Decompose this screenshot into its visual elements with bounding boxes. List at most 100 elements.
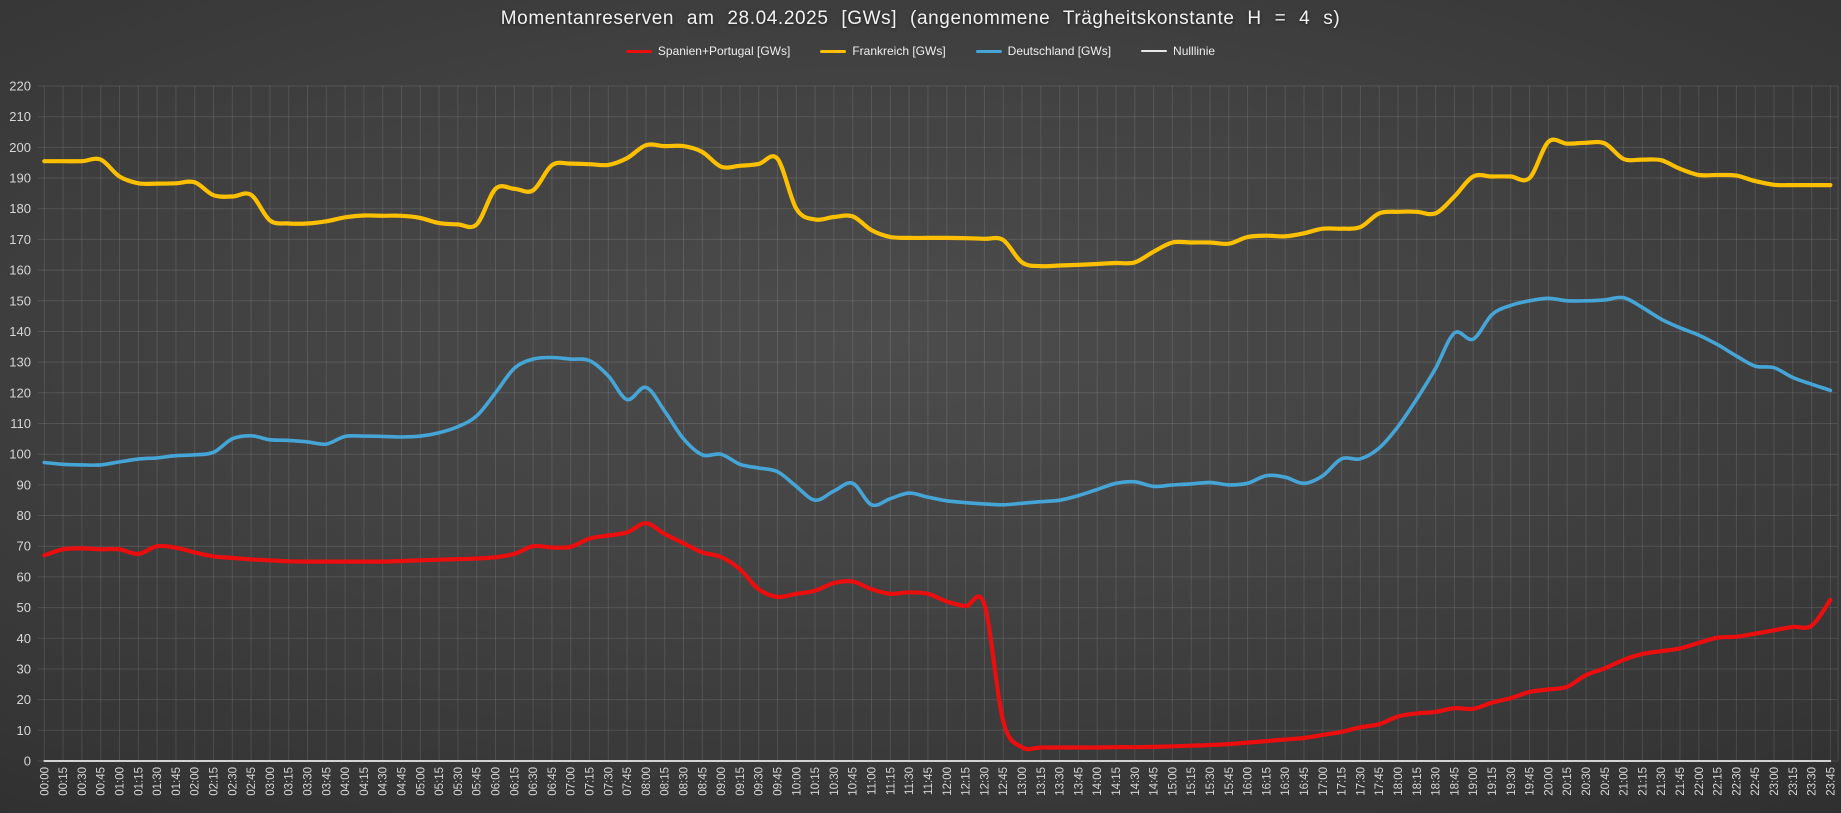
svg-text:12:15: 12:15 [961, 767, 973, 796]
legend-line-swatch-icon [625, 49, 652, 53]
svg-text:02:15: 02:15 [209, 767, 221, 796]
svg-text:11:00: 11:00 [867, 767, 879, 795]
svg-text:06:45: 06:45 [547, 767, 559, 796]
svg-text:12:45: 12:45 [998, 767, 1010, 796]
svg-text:18:15: 18:15 [1412, 767, 1424, 796]
svg-text:14:30: 14:30 [1130, 767, 1142, 796]
svg-text:18:00: 18:00 [1393, 767, 1405, 796]
svg-text:00:30: 00:30 [77, 767, 89, 796]
svg-text:40: 40 [17, 631, 31, 646]
svg-text:70: 70 [17, 539, 31, 554]
svg-text:01:00: 01:00 [115, 767, 127, 796]
svg-text:13:45: 13:45 [1073, 767, 1085, 796]
svg-text:20:30: 20:30 [1581, 767, 1593, 796]
svg-text:09:30: 09:30 [754, 767, 766, 796]
svg-text:170: 170 [9, 232, 31, 247]
svg-text:14:15: 14:15 [1111, 767, 1123, 796]
svg-text:02:00: 02:00 [190, 767, 202, 796]
svg-text:130: 130 [9, 355, 31, 370]
legend-item-nulllinie: Nulllinie [1141, 44, 1215, 58]
legend-line-swatch-icon [820, 49, 847, 53]
svg-text:110: 110 [10, 416, 31, 431]
legend-line-swatch-icon [1141, 50, 1168, 52]
svg-text:01:45: 01:45 [171, 767, 183, 796]
legend-item-spanien-portugal-gws: Spanien+Portugal [GWs] [625, 44, 791, 58]
svg-text:04:45: 04:45 [397, 767, 409, 796]
legend-line-swatch-icon [975, 49, 1002, 53]
svg-text:17:15: 17:15 [1337, 767, 1349, 796]
svg-text:09:45: 09:45 [773, 767, 785, 796]
svg-text:04:00: 04:00 [340, 767, 352, 796]
svg-text:16:00: 16:00 [1243, 767, 1255, 796]
svg-text:10:45: 10:45 [848, 767, 860, 796]
svg-text:04:30: 04:30 [378, 767, 390, 796]
series-line-spanien-portugal-gws [42, 521, 1833, 752]
svg-text:00:15: 00:15 [58, 767, 70, 796]
svg-text:02:30: 02:30 [227, 767, 239, 796]
svg-text:05:30: 05:30 [453, 767, 465, 796]
svg-text:23:15: 23:15 [1788, 767, 1800, 796]
svg-text:00:00: 00:00 [39, 767, 51, 796]
svg-text:16:15: 16:15 [1261, 767, 1273, 796]
svg-text:11:30: 11:30 [904, 767, 916, 795]
svg-text:10:15: 10:15 [810, 767, 822, 796]
svg-text:20:45: 20:45 [1600, 767, 1612, 796]
svg-text:09:15: 09:15 [735, 767, 747, 796]
svg-text:19:15: 19:15 [1487, 767, 1499, 796]
svg-text:21:00: 21:00 [1619, 767, 1631, 796]
svg-text:03:15: 03:15 [284, 767, 296, 796]
svg-text:07:15: 07:15 [585, 767, 597, 796]
series-line-deutschland-gws [42, 295, 1833, 508]
svg-text:140: 140 [9, 324, 31, 339]
svg-text:10:00: 10:00 [791, 767, 803, 796]
svg-text:07:45: 07:45 [622, 767, 634, 796]
svg-text:05:45: 05:45 [472, 767, 484, 796]
svg-text:01:30: 01:30 [152, 767, 164, 796]
svg-text:22:00: 22:00 [1694, 767, 1706, 796]
svg-text:15:45: 15:45 [1224, 767, 1236, 796]
svg-text:15:15: 15:15 [1186, 767, 1198, 796]
svg-text:06:00: 06:00 [491, 767, 503, 796]
svg-text:07:00: 07:00 [566, 767, 578, 796]
svg-text:23:45: 23:45 [1825, 767, 1837, 796]
svg-text:50: 50 [17, 600, 31, 615]
svg-text:13:15: 13:15 [1036, 767, 1048, 796]
svg-text:22:45: 22:45 [1750, 767, 1762, 796]
svg-text:07:30: 07:30 [603, 767, 615, 796]
legend-item-label: Spanien+Portugal [GWs] [657, 44, 791, 58]
svg-text:08:30: 08:30 [679, 767, 691, 796]
svg-text:03:30: 03:30 [303, 767, 315, 796]
svg-text:16:30: 16:30 [1280, 767, 1292, 796]
svg-text:14:00: 14:00 [1092, 767, 1104, 796]
svg-text:100: 100 [9, 447, 31, 462]
svg-text:17:30: 17:30 [1355, 767, 1367, 796]
svg-text:160: 160 [9, 263, 31, 278]
svg-text:03:00: 03:00 [265, 767, 277, 796]
svg-text:12:00: 12:00 [942, 767, 954, 796]
svg-text:06:30: 06:30 [528, 767, 540, 796]
svg-text:03:45: 03:45 [321, 767, 333, 796]
svg-text:01:15: 01:15 [133, 767, 145, 796]
svg-text:17:00: 17:00 [1318, 767, 1330, 796]
svg-text:15:30: 15:30 [1205, 767, 1217, 796]
svg-text:20:15: 20:15 [1562, 767, 1574, 796]
legend-item-label: Frankreich [GWs] [852, 44, 946, 58]
svg-text:20: 20 [17, 692, 31, 707]
svg-text:23:00: 23:00 [1769, 767, 1781, 796]
svg-text:90: 90 [17, 477, 31, 492]
svg-text:14:45: 14:45 [1149, 767, 1161, 796]
svg-text:30: 30 [17, 662, 31, 677]
svg-text:22:30: 22:30 [1731, 767, 1743, 796]
svg-text:18:30: 18:30 [1431, 767, 1443, 796]
svg-text:220: 220 [9, 79, 31, 94]
svg-text:17:45: 17:45 [1374, 767, 1386, 796]
chart-title: Momentanreserven am 28.04.2025 [GWs] (an… [500, 8, 1341, 29]
svg-text:05:15: 05:15 [434, 767, 446, 796]
svg-text:08:15: 08:15 [660, 767, 672, 796]
svg-text:21:45: 21:45 [1675, 767, 1687, 796]
svg-text:00:45: 00:45 [96, 767, 108, 796]
svg-text:120: 120 [9, 385, 31, 400]
svg-text:200: 200 [9, 140, 31, 155]
svg-text:18:45: 18:45 [1449, 767, 1461, 796]
